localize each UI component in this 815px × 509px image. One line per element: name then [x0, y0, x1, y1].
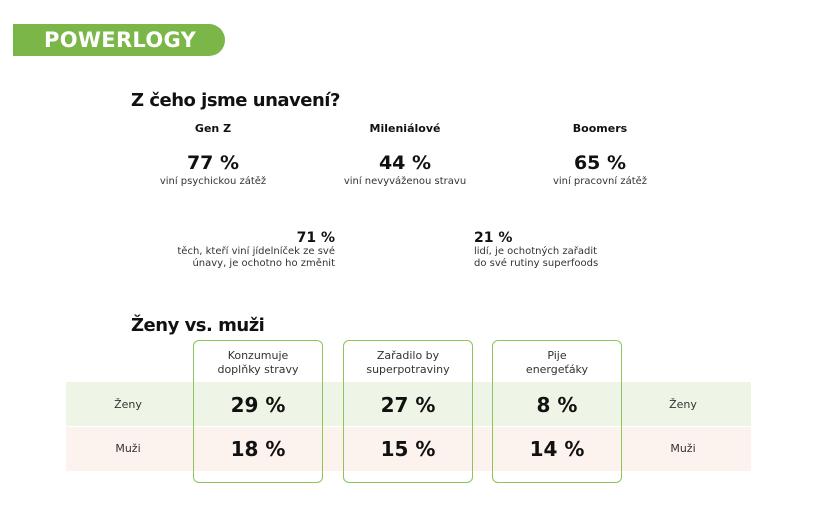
card-superfoods: Zařadilo by superpotraviny 27 % 15 %: [343, 340, 473, 483]
stat-line: lidí, je ochotných zařadit: [474, 246, 598, 257]
stat-line: těch, kteří viní jídelníček ze své: [177, 246, 335, 257]
value-women: 27 %: [380, 393, 436, 417]
stat-value: 21 %: [474, 230, 513, 246]
value-women: 29 %: [230, 393, 286, 417]
stat-superfoods: 21 % lidí, je ochotných zařadit do své r…: [474, 230, 674, 270]
card-header: superpotraviny: [366, 363, 450, 376]
brand-logo: POWERLOGY: [13, 24, 225, 56]
stat-line: únavy, je ochotno ho změnit: [192, 258, 335, 269]
section-title-gender: Ženy vs. muži: [131, 315, 265, 336]
card-energy-drinks: Pije energeťáky 8 % 14 %: [492, 340, 622, 483]
row-label-men: Muži: [115, 442, 141, 455]
group-boomers: Boomers 65 % viní pracovní zátěž: [500, 122, 700, 187]
group-value: 77 %: [186, 152, 240, 174]
value-men: 15 %: [380, 437, 436, 461]
row-women: [66, 382, 751, 426]
value-men: 14 %: [529, 437, 585, 461]
group-label: Mileniálové: [369, 122, 441, 135]
group-millennials: Mileniálové 44 % viní nevyváženou stravu: [305, 122, 505, 187]
row-label-women-right: Ženy: [669, 398, 697, 411]
group-value: 44 %: [378, 152, 432, 174]
card-header: Zařadilo by: [376, 349, 440, 362]
card-header: Konzumuje: [227, 349, 289, 362]
card-supplements: Konzumuje doplňky stravy 29 % 18 %: [193, 340, 323, 483]
section-title-tiredness: Z čeho jsme unavení?: [131, 90, 340, 111]
stat-value: 71 %: [296, 230, 335, 246]
row-label-men-right: Muži: [670, 442, 696, 455]
row-label-women: Ženy: [114, 398, 142, 411]
group-label: Gen Z: [194, 122, 232, 135]
group-genz: Gen Z 77 % viní psychickou zátěž: [113, 122, 313, 187]
group-caption: viní pracovní zátěž: [552, 176, 648, 187]
value-men: 18 %: [230, 437, 286, 461]
stat-line: do své rutiny superfoods: [474, 258, 599, 269]
row-men: [66, 427, 751, 471]
card-header: energeťáky: [525, 363, 589, 376]
card-header: Pije: [547, 349, 567, 362]
group-caption: viní psychickou zátěž: [159, 176, 267, 187]
card-header: doplňky stravy: [217, 363, 299, 376]
stat-diet-change: 71 % těch, kteří viní jídelníček ze své …: [135, 230, 335, 270]
group-caption: viní nevyváženou stravu: [343, 176, 467, 187]
value-women: 8 %: [536, 393, 578, 417]
group-value: 65 %: [573, 152, 627, 174]
group-label: Boomers: [572, 122, 628, 135]
